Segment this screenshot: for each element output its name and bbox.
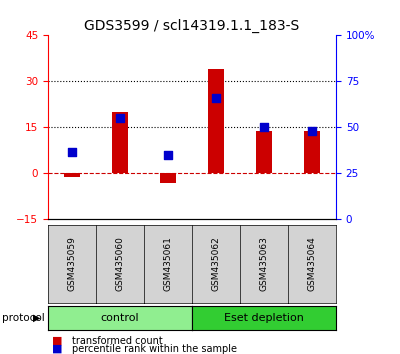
Bar [304, 131, 320, 173]
Text: control: control [101, 313, 139, 323]
Text: percentile rank within the sample: percentile rank within the sample [72, 344, 237, 354]
Text: ■: ■ [52, 336, 62, 346]
Text: GSM435060: GSM435060 [116, 236, 124, 291]
Point [309, 128, 315, 133]
Bar [208, 69, 224, 173]
Text: ▶: ▶ [33, 313, 41, 323]
Bar [112, 112, 128, 173]
Title: GDS3599 / scl14319.1.1_183-S: GDS3599 / scl14319.1.1_183-S [84, 19, 300, 33]
Text: GSM435064: GSM435064 [308, 236, 316, 291]
Point [69, 149, 75, 155]
Text: GSM435062: GSM435062 [212, 236, 220, 291]
Bar [256, 131, 272, 173]
Point [165, 152, 171, 158]
Point [261, 125, 267, 130]
Point [213, 96, 219, 101]
Point [117, 115, 123, 121]
Text: transformed count: transformed count [72, 336, 163, 346]
Bar [64, 173, 80, 177]
Text: GSM435061: GSM435061 [164, 236, 172, 291]
Text: protocol: protocol [2, 313, 45, 323]
Text: Eset depletion: Eset depletion [224, 313, 304, 323]
Text: ■: ■ [52, 344, 62, 354]
Text: GSM435063: GSM435063 [260, 236, 268, 291]
Bar [160, 173, 176, 183]
Text: GSM435059: GSM435059 [68, 236, 76, 291]
